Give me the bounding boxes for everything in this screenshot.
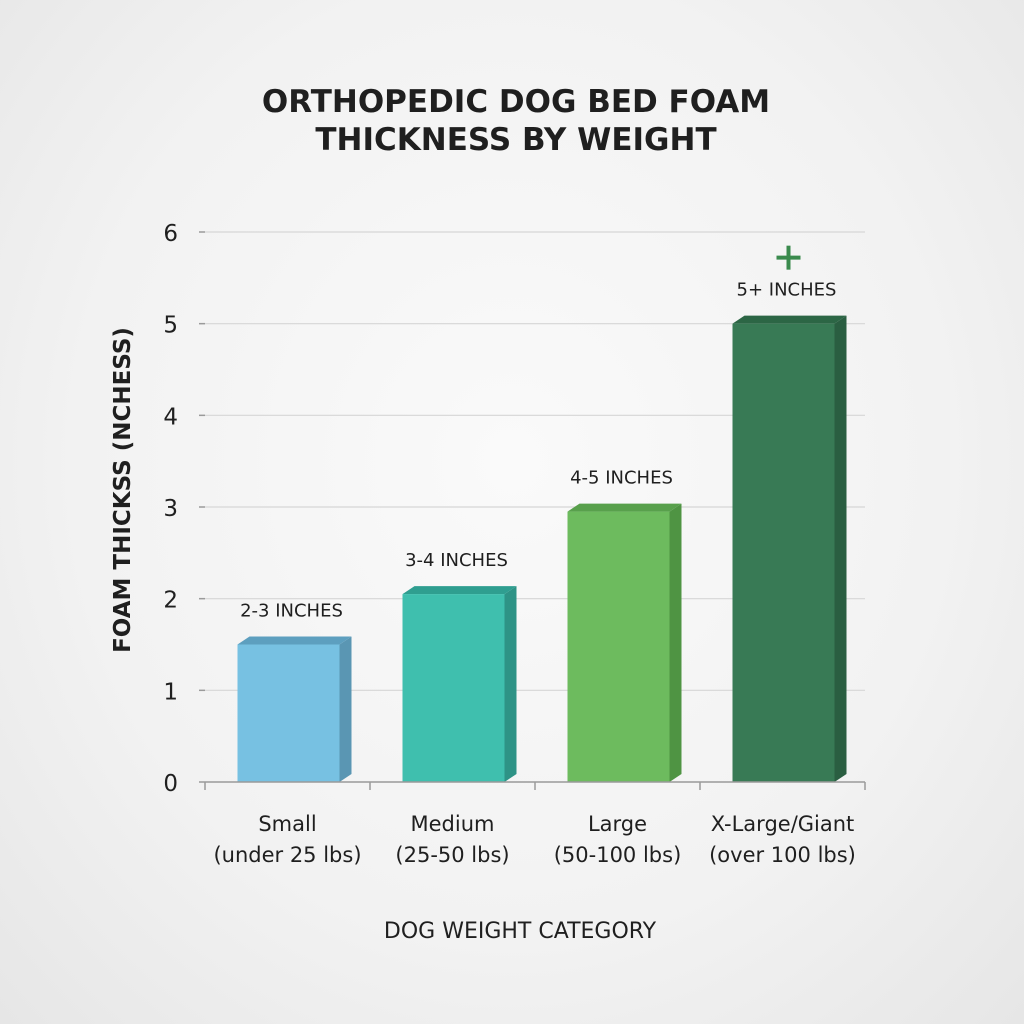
y-tick-label: 2 bbox=[163, 588, 178, 614]
y-tick-label: 5 bbox=[163, 313, 178, 339]
bar-top bbox=[237, 636, 352, 645]
data-label: 5+ INCHES bbox=[737, 280, 837, 301]
y-tick-label: 1 bbox=[163, 679, 178, 705]
category-label: (over 100 lbs) bbox=[709, 843, 856, 867]
y-tick-label: 3 bbox=[163, 496, 178, 522]
bar-1 bbox=[237, 636, 352, 782]
bar-top bbox=[732, 315, 847, 324]
category-label: (50-100 lbs) bbox=[554, 843, 682, 867]
category-labels: Small (under 25 lbs) Medium (25-50 lbs) Larg… bbox=[213, 812, 855, 867]
bars bbox=[237, 315, 847, 782]
category-label: Medium bbox=[411, 812, 495, 836]
bar-4 bbox=[732, 315, 847, 782]
y-tick-label: 0 bbox=[163, 771, 178, 797]
data-label: 2-3 INCHES bbox=[240, 601, 343, 622]
bar-side bbox=[504, 586, 517, 782]
bar-side bbox=[834, 315, 847, 782]
category-label: X-Large/Giant bbox=[711, 812, 855, 836]
y-axis-ticks: 0 1 2 3 4 5 6 bbox=[163, 221, 205, 797]
bar-3 bbox=[567, 503, 682, 782]
category-label: Small bbox=[258, 812, 316, 836]
chart-title: ORTHOPEDIC DOG BED FOAM THICKNESS BY WEI… bbox=[262, 84, 770, 158]
y-axis-label: FOAM THICKSS (NCHESS) bbox=[110, 327, 136, 653]
bar-front bbox=[237, 644, 340, 782]
bar-front bbox=[732, 323, 835, 782]
bar-front bbox=[402, 594, 505, 782]
y-tick-label: 4 bbox=[163, 404, 178, 430]
category-label: (under 25 lbs) bbox=[213, 843, 361, 867]
data-labels: 2-3 INCHES 3-4 INCHES 4-5 INCHES 5+ INCHES bbox=[240, 245, 837, 622]
data-label: 4-5 INCHES bbox=[570, 468, 673, 489]
data-label: 3-4 INCHES bbox=[405, 550, 508, 571]
y-tick-label: 6 bbox=[163, 221, 178, 247]
chart-title-line-1: ORTHOPEDIC DOG BED FOAM bbox=[262, 84, 770, 120]
category-label: (25-50 lbs) bbox=[395, 843, 509, 867]
bar-front bbox=[567, 511, 670, 782]
category-label: Large bbox=[588, 812, 647, 836]
bar-side bbox=[339, 636, 352, 782]
plus-icon bbox=[776, 245, 801, 270]
bar-2 bbox=[402, 586, 517, 782]
bar-top bbox=[402, 586, 517, 595]
bar-top bbox=[567, 503, 682, 512]
x-axis-ticks bbox=[204, 782, 866, 790]
chart-title-line-2: THICKNESS BY WEIGHT bbox=[315, 122, 716, 158]
bar-side bbox=[669, 503, 682, 782]
x-axis-label: DOG WEIGHT CATEGORY bbox=[384, 919, 657, 944]
